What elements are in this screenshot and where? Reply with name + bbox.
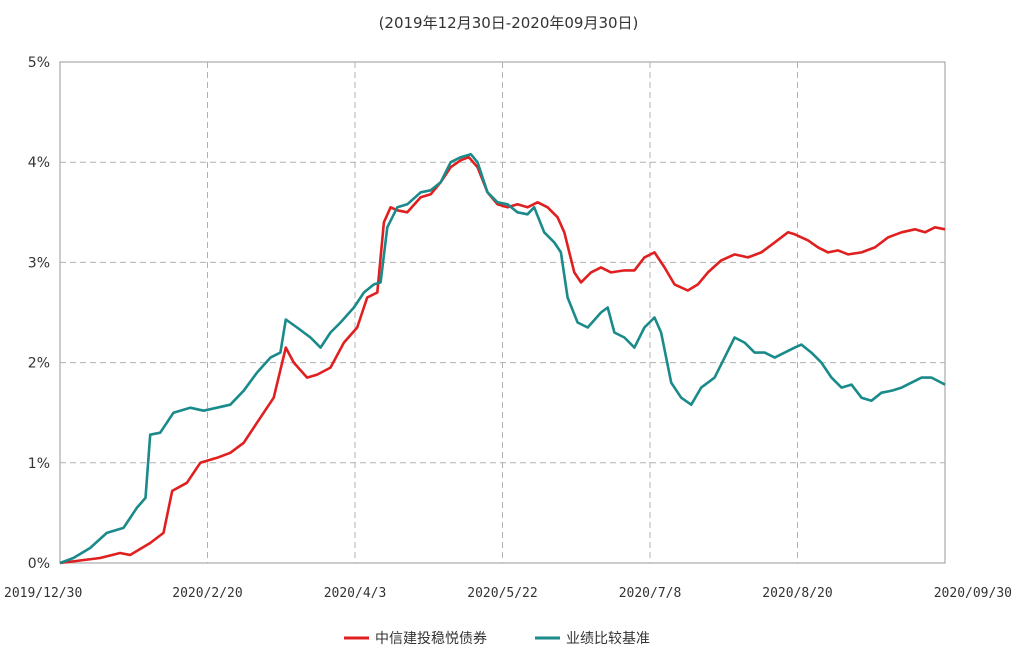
- x-tick-label: 2020/09/30: [934, 586, 1012, 601]
- series-layer: [59, 152, 946, 565]
- y-tick-label: 4%: [28, 155, 50, 171]
- x-tick-label: 2020/2/20: [172, 586, 242, 601]
- series-line-0: [59, 155, 946, 565]
- y-tick-label: 2%: [28, 356, 50, 372]
- grid-layer: [59, 61, 946, 564]
- legend: 中信建投稳悦债券 业绩比较基准: [344, 630, 650, 647]
- y-tick-label: 1%: [28, 456, 50, 472]
- x-tick-label: 2019/12/30: [4, 586, 82, 601]
- y-tick-label: 5%: [28, 55, 50, 71]
- axis-layer: 0% 1% 2% 3% 4% 5% 2019/12/30 2020/2/20 2020/4/3 2…: [4, 55, 1012, 601]
- legend-label-0: 中信建投稳悦债券: [375, 631, 487, 647]
- series-line-1: [59, 152, 946, 565]
- x-tick-label: 2020/8/20: [762, 586, 832, 601]
- x-tick-label: 2020/5/22: [467, 586, 537, 601]
- legend-label-1: 业绩比较基准: [566, 630, 650, 647]
- y-tick-label: 0%: [28, 556, 50, 572]
- x-tick-label: 2020/7/8: [619, 586, 682, 601]
- chart-title: (2019年12月30日-2020年09月30日): [378, 14, 639, 32]
- x-tick-label: 2020/4/3: [324, 586, 387, 601]
- y-tick-label: 3%: [28, 255, 50, 271]
